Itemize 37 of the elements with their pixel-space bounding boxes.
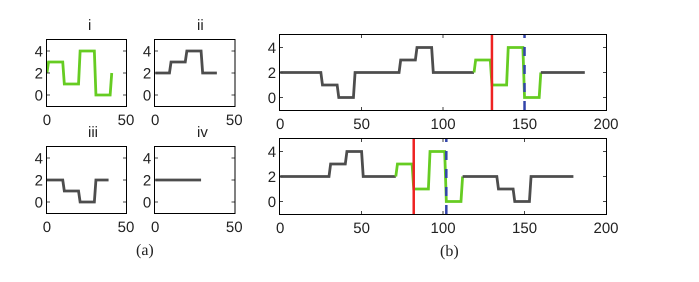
y-tick-label: 0 [34, 194, 43, 212]
y-tick-label: 4 [142, 150, 152, 168]
chart-title: ii [197, 17, 204, 34]
y-tick-label: 2 [268, 64, 276, 82]
y-tick-label: 2 [142, 65, 152, 82]
x-tick-label: 150 [512, 220, 538, 237]
x-tick-label: 50 [226, 219, 243, 236]
y-tick-label: 0 [142, 87, 152, 104]
x-tick-label: 100 [430, 220, 456, 237]
x-tick-label: 50 [226, 112, 243, 129]
y-tick-label: 4 [268, 144, 276, 161]
chart-title: iii [88, 124, 98, 141]
y-tick-label: 4 [34, 43, 43, 60]
y-tick-label: 2 [34, 172, 43, 190]
x-tick-label: 100 [430, 116, 456, 133]
y-tick-label: 0 [34, 87, 43, 104]
y-tick-label: 0 [268, 194, 276, 211]
x-tick-label: 200 [593, 116, 619, 133]
x-tick-label: 50 [118, 112, 134, 129]
x-tick-label: 200 [593, 220, 619, 237]
x-tick-label: 50 [118, 219, 134, 236]
text: (a) [136, 242, 154, 259]
y-tick-label: 4 [268, 40, 276, 57]
y-tick-label: 0 [268, 90, 276, 107]
text: (b) [440, 243, 459, 260]
y-tick-label: 2 [142, 172, 152, 190]
y-tick-label: 2 [34, 65, 43, 82]
chart-title: i [88, 17, 92, 34]
y-tick-label: 4 [34, 150, 43, 168]
y-tick-label: 4 [142, 43, 152, 60]
y-tick-label: 2 [268, 168, 276, 186]
y-tick-label: 0 [142, 194, 152, 212]
chart-title: iv [197, 124, 208, 141]
x-tick-label: 50 [353, 116, 370, 133]
x-tick-label: 50 [353, 220, 370, 237]
x-tick-label: 150 [512, 116, 538, 133]
line-series [46, 50, 114, 96]
